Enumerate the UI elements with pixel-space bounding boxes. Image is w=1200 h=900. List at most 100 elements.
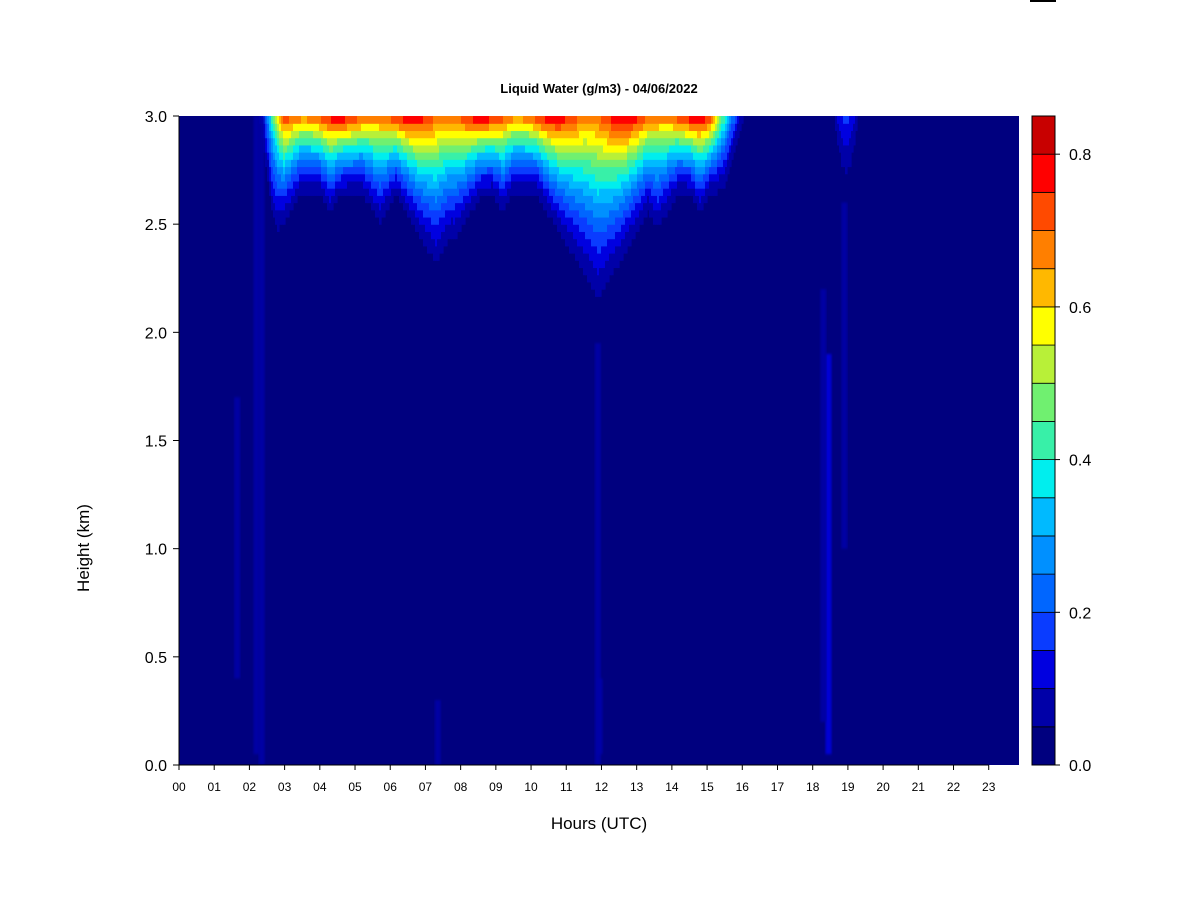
heatmap-cell — [467, 130, 470, 139]
heatmap-cell — [273, 180, 276, 189]
heatmap-cell — [617, 144, 620, 153]
heatmap-cell — [639, 173, 642, 182]
heatmap-cell — [571, 209, 574, 218]
heatmap-cell — [279, 116, 282, 124]
heatmap-cell — [521, 137, 524, 146]
heatmap-cell — [653, 202, 656, 211]
heatmap-cell — [375, 173, 378, 182]
heatmap-cell — [579, 245, 582, 254]
heatmap-cell — [291, 202, 294, 211]
heatmap-cell — [285, 152, 288, 160]
heatmap-cell — [351, 130, 354, 139]
heatmap-cell — [401, 130, 404, 139]
heatmap-cell — [357, 123, 360, 132]
heatmap-cell — [477, 130, 480, 139]
colorbar-swatch — [1031, 153, 1056, 193]
heatmap-cell — [419, 159, 422, 168]
heatmap-cell — [373, 188, 376, 196]
heatmap-cell — [321, 166, 324, 175]
heatmap-cell — [677, 180, 680, 189]
heatmap-cell — [665, 202, 668, 211]
heatmap-cell — [295, 116, 298, 124]
heatmap-cell — [603, 116, 606, 124]
heatmap-cell — [645, 130, 648, 139]
heatmap-cell — [341, 130, 344, 139]
heatmap-cell — [581, 231, 584, 240]
heatmap-cell — [647, 116, 650, 124]
heatmap-cell — [733, 123, 736, 132]
heatmap-cell — [431, 130, 434, 139]
heatmap-cell — [701, 130, 704, 139]
heatmap-cell — [701, 116, 704, 124]
heatmap-cell — [691, 159, 694, 168]
heatmap-cell — [375, 152, 378, 160]
heatmap-cell — [601, 267, 604, 276]
heatmap-cell — [361, 137, 364, 146]
heatmap-cell — [641, 202, 644, 211]
heatmap-cell — [401, 116, 404, 124]
heatmap-cell — [517, 166, 520, 175]
heatmap-cell — [599, 159, 602, 168]
heatmap-cell — [417, 159, 420, 168]
heatmap-cell — [571, 231, 574, 240]
heatmap-cell — [575, 202, 578, 211]
heatmap-cell — [577, 195, 580, 204]
heatmap-cell — [469, 202, 472, 211]
heatmap-cell — [419, 144, 422, 153]
heatmap-cell — [587, 245, 590, 254]
colorbar-swatch — [1031, 344, 1056, 384]
heatmap-cell — [361, 166, 364, 175]
heatmap-cell — [277, 180, 280, 189]
heatmap-cell — [847, 116, 850, 124]
heatmap-cell — [497, 137, 500, 146]
heatmap-cell — [359, 130, 362, 139]
heatmap-cell — [403, 166, 406, 175]
heatmap-cell — [515, 188, 518, 196]
heatmap-cell — [709, 123, 712, 132]
heatmap-cell — [321, 188, 324, 196]
heatmap-cell — [595, 245, 598, 254]
heatmap-cell — [599, 216, 602, 225]
heatmap-cell — [409, 137, 412, 146]
heatmap-cell — [439, 130, 442, 139]
heatmap-cell — [839, 130, 842, 139]
heatmap-cell — [551, 166, 554, 175]
heatmap-cell — [599, 209, 602, 218]
heatmap-cell — [453, 231, 456, 240]
heatmap-cell — [487, 188, 490, 196]
heatmap-cell — [653, 216, 656, 225]
heatmap-cell — [283, 188, 286, 196]
heatmap-cell — [581, 216, 584, 225]
heatmap-cell — [457, 180, 460, 189]
heatmap-cell — [557, 166, 560, 175]
heatmap-cell — [557, 137, 560, 146]
heatmap-cell — [683, 116, 686, 124]
heatmap-cell — [669, 188, 672, 196]
heatmap-cell — [619, 144, 622, 153]
heatmap-cell — [511, 166, 514, 175]
heatmap-cell — [465, 159, 468, 168]
heatmap-cell — [381, 195, 384, 204]
heatmap-cell — [847, 152, 850, 160]
heatmap-cell — [483, 144, 486, 153]
heatmap-cell — [565, 159, 568, 168]
heatmap-cell — [537, 166, 540, 175]
heatmap-cell — [405, 180, 408, 189]
heatmap-cell — [587, 209, 590, 218]
heatmap-cell — [573, 195, 576, 204]
heatmap-cell — [713, 166, 716, 175]
heatmap-cell — [381, 180, 384, 189]
heatmap-cell — [611, 144, 614, 153]
heatmap-cell — [707, 144, 710, 153]
heatmap-cell — [575, 137, 578, 146]
y-tick-label: 1.0 — [145, 542, 167, 559]
heatmap-cell — [287, 195, 290, 204]
heatmap-cell — [635, 195, 638, 204]
heatmap-cell — [605, 166, 608, 175]
heatmap-cell — [383, 173, 386, 182]
heatmap-cell — [573, 245, 576, 254]
heatmap-cell — [633, 123, 636, 132]
heatmap-cell — [281, 130, 284, 139]
heatmap-cell — [617, 130, 620, 139]
heatmap-cell — [563, 209, 566, 218]
